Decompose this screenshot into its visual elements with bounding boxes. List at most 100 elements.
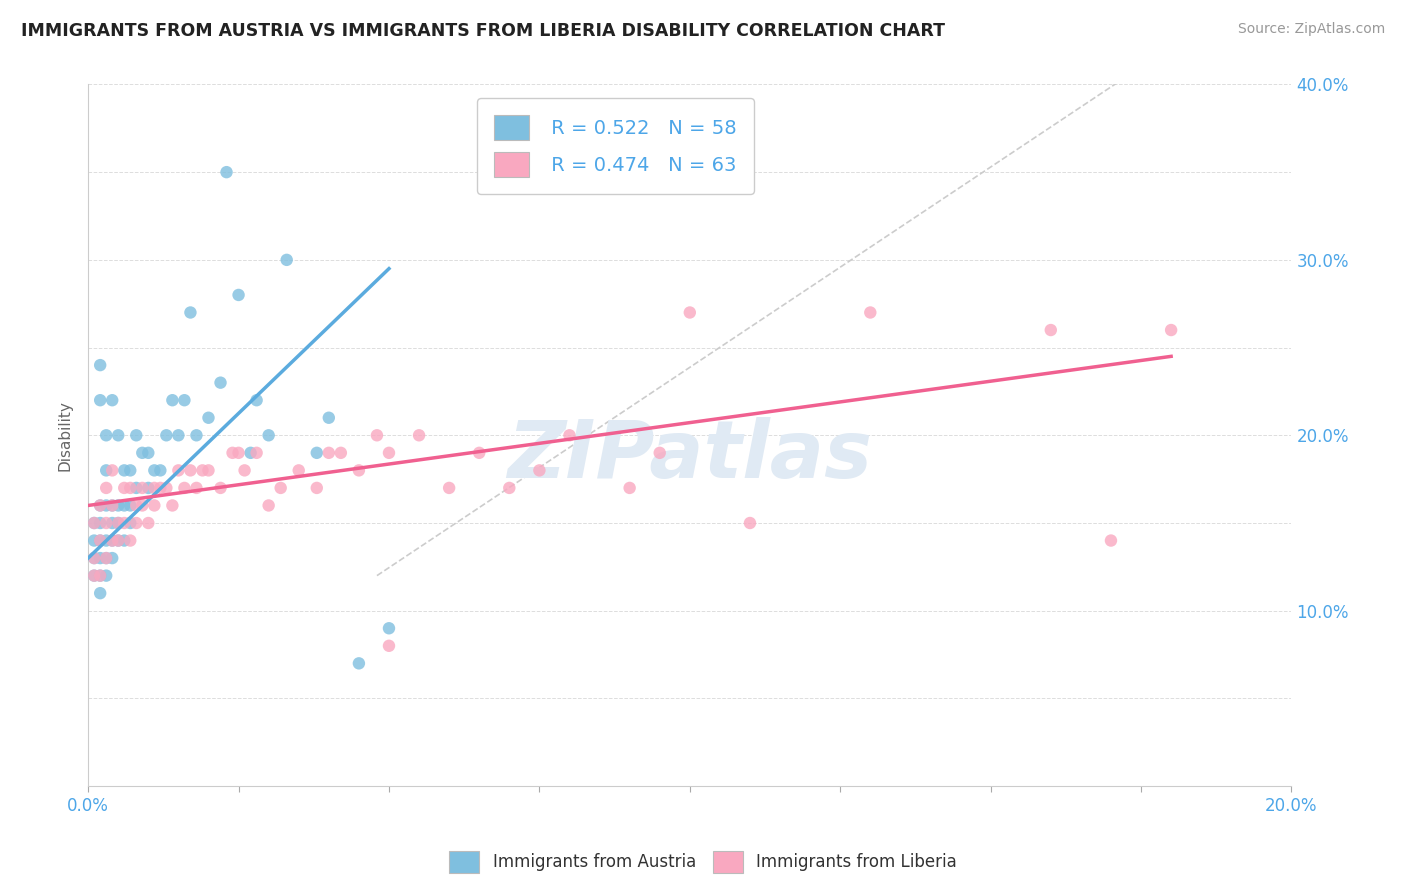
Point bbox=[125, 499, 148, 513]
Point bbox=[619, 481, 641, 495]
Point bbox=[257, 428, 280, 442]
Point bbox=[197, 410, 219, 425]
Point bbox=[83, 551, 105, 566]
Point bbox=[131, 446, 153, 460]
Point bbox=[107, 533, 129, 548]
Y-axis label: Disability: Disability bbox=[58, 400, 72, 471]
Point bbox=[101, 551, 124, 566]
Point bbox=[96, 428, 118, 442]
Point bbox=[83, 568, 105, 582]
Point bbox=[679, 305, 702, 319]
Point bbox=[221, 446, 243, 460]
Point bbox=[179, 305, 201, 319]
Point bbox=[209, 376, 232, 390]
Point bbox=[859, 305, 882, 319]
Point bbox=[179, 463, 201, 477]
Text: IMMIGRANTS FROM AUSTRIA VS IMMIGRANTS FROM LIBERIA DISABILITY CORRELATION CHART: IMMIGRANTS FROM AUSTRIA VS IMMIGRANTS FR… bbox=[21, 22, 945, 40]
Point bbox=[228, 288, 250, 302]
Point bbox=[173, 393, 195, 408]
Point bbox=[107, 516, 129, 530]
Point bbox=[101, 499, 124, 513]
Point bbox=[305, 446, 328, 460]
Point bbox=[143, 481, 166, 495]
Point bbox=[96, 551, 118, 566]
Point bbox=[89, 568, 111, 582]
Point bbox=[209, 481, 232, 495]
Point bbox=[112, 516, 135, 530]
Point bbox=[125, 428, 148, 442]
Point bbox=[112, 499, 135, 513]
Point bbox=[89, 533, 111, 548]
Point bbox=[173, 481, 195, 495]
Point bbox=[83, 533, 105, 548]
Point bbox=[378, 446, 401, 460]
Point bbox=[112, 463, 135, 477]
Point bbox=[136, 446, 159, 460]
Point bbox=[136, 481, 159, 495]
Point bbox=[89, 516, 111, 530]
Point bbox=[83, 516, 105, 530]
Point bbox=[1160, 323, 1182, 337]
Point bbox=[131, 499, 153, 513]
Point bbox=[498, 481, 520, 495]
Point bbox=[112, 481, 135, 495]
Point bbox=[329, 446, 352, 460]
Point bbox=[83, 516, 105, 530]
Point bbox=[83, 568, 105, 582]
Point bbox=[101, 516, 124, 530]
Legend: Immigrants from Austria, Immigrants from Liberia: Immigrants from Austria, Immigrants from… bbox=[443, 845, 963, 880]
Point bbox=[155, 428, 177, 442]
Point bbox=[347, 657, 370, 671]
Point bbox=[120, 481, 142, 495]
Point bbox=[136, 516, 159, 530]
Point bbox=[246, 393, 269, 408]
Text: ZIPatlas: ZIPatlas bbox=[508, 417, 872, 495]
Point bbox=[246, 446, 269, 460]
Point bbox=[101, 463, 124, 477]
Point bbox=[162, 393, 184, 408]
Point bbox=[1099, 533, 1122, 548]
Point bbox=[738, 516, 761, 530]
Point bbox=[89, 358, 111, 372]
Point bbox=[89, 499, 111, 513]
Point bbox=[437, 481, 460, 495]
Point bbox=[96, 533, 118, 548]
Point bbox=[125, 516, 148, 530]
Point bbox=[239, 446, 262, 460]
Point bbox=[112, 533, 135, 548]
Point bbox=[186, 428, 208, 442]
Point bbox=[378, 621, 401, 635]
Point bbox=[318, 410, 340, 425]
Point bbox=[101, 533, 124, 548]
Point bbox=[96, 568, 118, 582]
Point bbox=[1039, 323, 1062, 337]
Point bbox=[167, 463, 190, 477]
Point bbox=[186, 481, 208, 495]
Point bbox=[276, 252, 298, 267]
Text: Source: ZipAtlas.com: Source: ZipAtlas.com bbox=[1237, 22, 1385, 37]
Point bbox=[89, 551, 111, 566]
Point bbox=[96, 551, 118, 566]
Point bbox=[648, 446, 671, 460]
Point bbox=[257, 499, 280, 513]
Point bbox=[107, 428, 129, 442]
Point bbox=[287, 463, 309, 477]
Point bbox=[378, 639, 401, 653]
Point bbox=[149, 463, 172, 477]
Point bbox=[468, 446, 491, 460]
Point bbox=[107, 499, 129, 513]
Point bbox=[89, 586, 111, 600]
Point bbox=[162, 499, 184, 513]
Point bbox=[120, 516, 142, 530]
Point bbox=[155, 481, 177, 495]
Point bbox=[89, 499, 111, 513]
Point bbox=[191, 463, 214, 477]
Point bbox=[215, 165, 238, 179]
Point bbox=[228, 446, 250, 460]
Point bbox=[529, 463, 551, 477]
Point bbox=[131, 481, 153, 495]
Point bbox=[167, 428, 190, 442]
Point bbox=[101, 393, 124, 408]
Point bbox=[347, 463, 370, 477]
Point bbox=[408, 428, 430, 442]
